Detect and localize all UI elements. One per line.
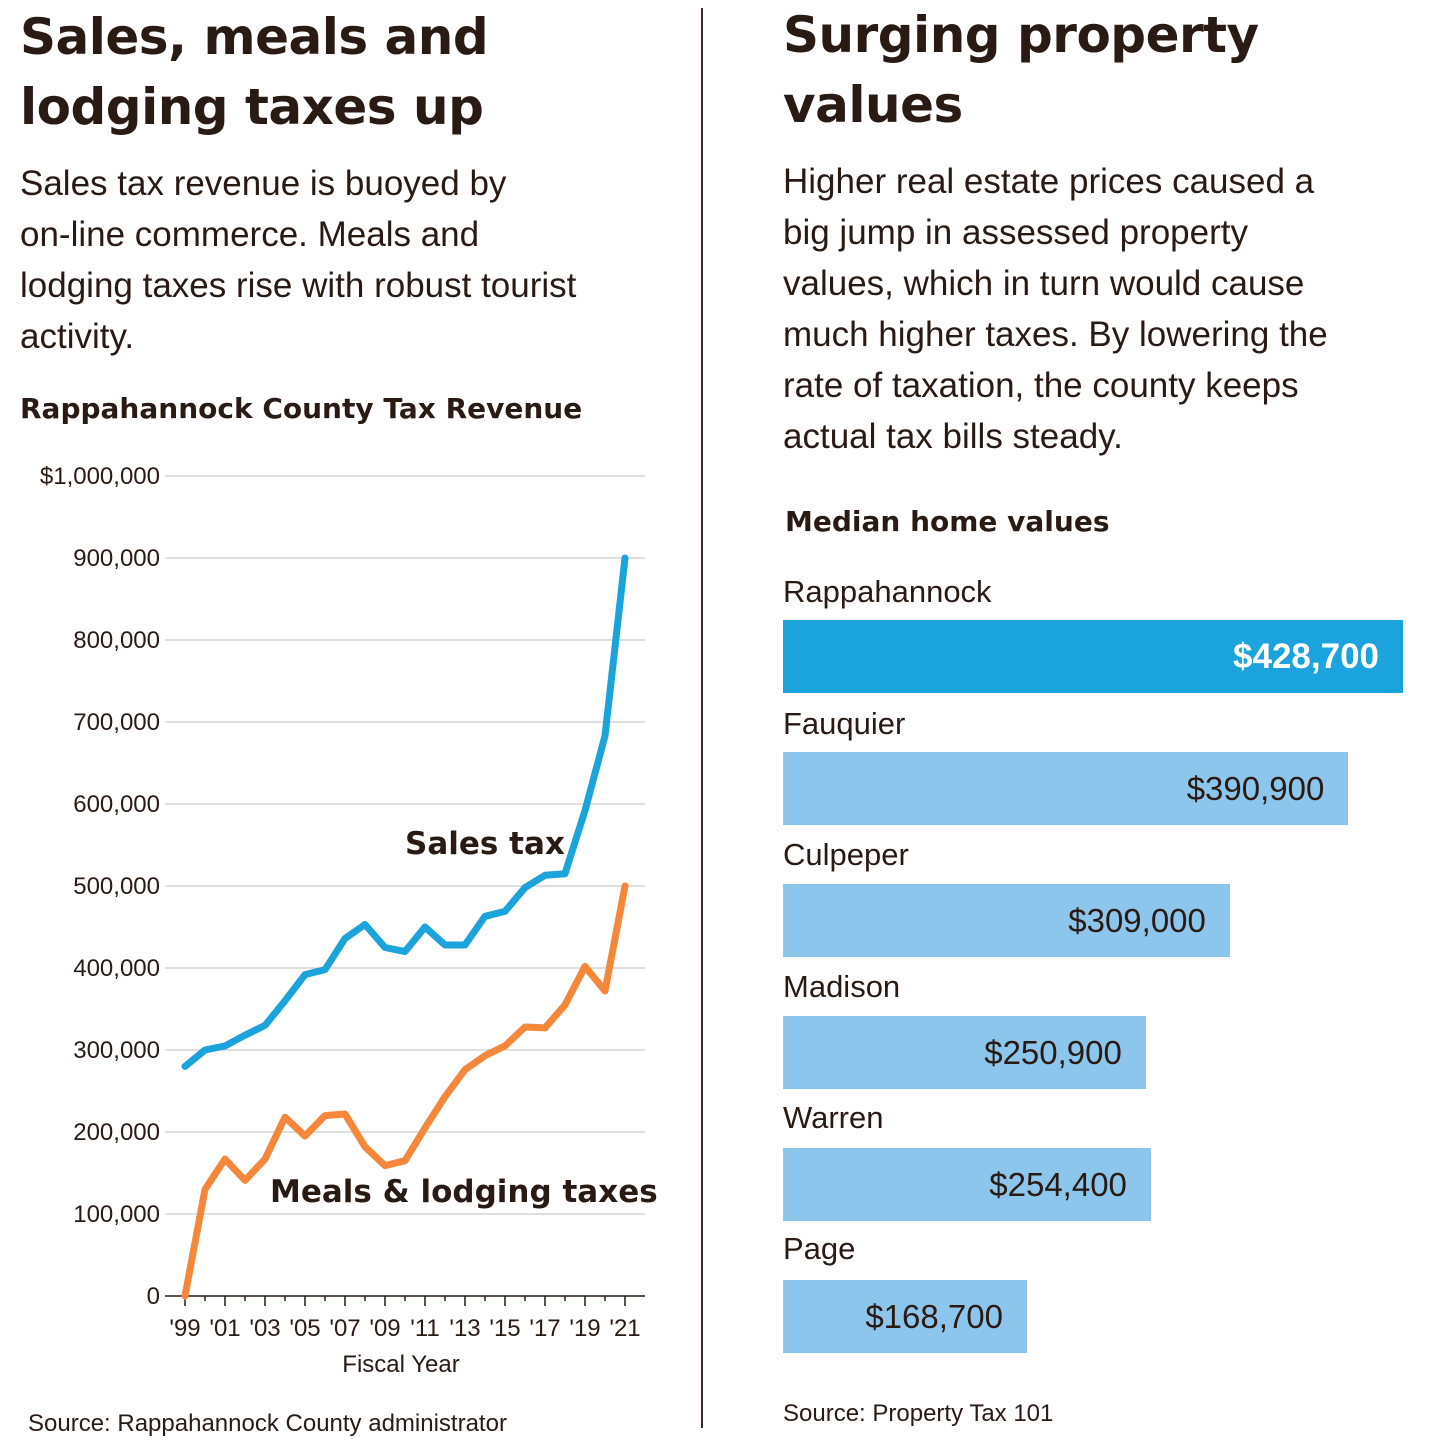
bar-value-label: $428,700: [1233, 636, 1379, 676]
bar-category-label: Madison: [783, 969, 901, 1004]
left-dek-line-4: activity.: [20, 317, 135, 356]
right-dek-line-5: rate of taxation, the county keeps: [783, 366, 1299, 405]
bar-page: $168,700: [783, 1280, 1027, 1353]
bar-row-warren: Warren: [783, 1100, 883, 1136]
right-source: Source: Property Tax 101: [783, 1400, 1054, 1427]
series-label-sales-tax: Sales tax: [405, 826, 565, 862]
bar-chart: Rappahannock $428,700 Fauquier $390,900 …: [783, 574, 1423, 1374]
bar-category-label: Warren: [783, 1100, 884, 1135]
y-tick-label: 800,000: [73, 627, 160, 654]
right-dek-line-3: values, which in turn would cause: [783, 264, 1305, 303]
x-tick-label: '21: [609, 1315, 640, 1342]
bar-category-label: Page: [783, 1231, 856, 1266]
bar-madison: $250,900: [783, 1016, 1146, 1089]
x-tick-label: '07: [329, 1315, 360, 1342]
bar-category-label: Fauquier: [783, 706, 906, 741]
x-axis-label: Fiscal Year: [342, 1351, 459, 1378]
right-dek-line-6: actual tax bills steady.: [783, 417, 1123, 456]
series-label-meals-lodging: Meals & lodging taxes: [270, 1174, 658, 1210]
bar-rappahannock: $428,700: [783, 620, 1403, 693]
x-tick-label: '17: [529, 1315, 560, 1342]
left-headline-line-1: Sales, meals and: [20, 8, 489, 66]
x-tick-label: '15: [489, 1315, 520, 1342]
sales-tax-line: [181, 554, 629, 1070]
right-dek-line-4: much higher taxes. By lowering the: [783, 315, 1328, 354]
right-headline: Surging property values: [783, 0, 1423, 140]
meals-lodging-line: [181, 882, 629, 1300]
y-tick-label: 400,000: [73, 955, 160, 982]
bar-culpeper: $309,000: [783, 884, 1230, 957]
y-tick-label: 200,000: [73, 1119, 160, 1146]
left-source: Source: Rappahannock County administrato…: [28, 1410, 507, 1437]
bar-value-label: $309,000: [1068, 901, 1206, 939]
y-tick-label: 900,000: [73, 545, 160, 572]
chart-gridlines: [165, 475, 645, 1215]
x-tick-label: '09: [369, 1315, 400, 1342]
left-headline-line-2: lodging taxes up: [20, 78, 484, 136]
bar-category-label: Rappahannock: [783, 574, 992, 609]
x-tick-label: '13: [449, 1315, 480, 1342]
x-tick-label: '03: [249, 1315, 280, 1342]
column-divider: [701, 8, 703, 1428]
y-tick-label: 300,000: [73, 1037, 160, 1064]
bar-row-madison: Madison: [783, 969, 900, 1005]
bar-value-label: $390,900: [1186, 769, 1325, 807]
right-dek-line-1: Higher real estate prices caused a: [783, 162, 1315, 201]
y-tick-label: 700,000: [73, 709, 160, 736]
y-tick-label: 500,000: [73, 873, 160, 900]
left-dek-line-3: lodging taxes rise with robust tourist: [20, 266, 577, 305]
bar-warren: $254,400: [783, 1148, 1151, 1221]
y-axis-ticks: 0 100,000 200,000 300,000 400,000 500,000 600,…: [40, 463, 160, 1310]
bar-fauquier: $390,900: [783, 752, 1349, 825]
bar-row-fauquier: Fauquier: [783, 706, 905, 742]
chart-series: [181, 554, 629, 1300]
left-dek-line-2: on-line commerce. Meals and: [20, 215, 480, 254]
left-dek-line-1: Sales tax revenue is buoyed by: [20, 164, 507, 203]
x-tick-label: '99: [169, 1315, 200, 1342]
bar-row-page: Page: [783, 1231, 855, 1267]
bar-row-culpeper: Culpeper: [783, 837, 909, 873]
left-headline: Sales, meals and lodging taxes up: [20, 2, 690, 142]
right-headline-line-2: values: [783, 76, 963, 134]
right-dek-line-2: big jump in assessed property: [783, 213, 1248, 252]
right-dek: Higher real estate prices caused a big j…: [783, 156, 1423, 462]
left-dek: Sales tax revenue is buoyed by on-line c…: [20, 158, 700, 362]
x-axis: '99 '01 '03 '05 '07 '09 '11 '13 '15 '17 '19 '21: [165, 1295, 645, 1342]
bar-chart-title: Median home values: [785, 505, 1110, 538]
right-headline-line-1: Surging property: [783, 6, 1259, 64]
y-tick-label: 100,000: [73, 1201, 160, 1228]
bar-value-label: $254,400: [989, 1165, 1127, 1203]
y-tick-label: 0: [147, 1283, 160, 1310]
line-chart-title: Rappahannock County Tax Revenue: [20, 392, 583, 425]
y-tick-label: $1,000,000: [40, 463, 160, 490]
x-tick-label: '11: [410, 1315, 440, 1342]
bar-value-label: $168,700: [865, 1297, 1003, 1335]
y-tick-label: 600,000: [73, 791, 160, 818]
bar-row-rappahannock: Rappahannock: [783, 574, 992, 610]
x-tick-label: '19: [569, 1315, 600, 1342]
bar-category-label: Culpeper: [783, 837, 909, 872]
line-chart: 0 100,000 200,000 300,000 400,000 500,000 600,…: [40, 463, 658, 1378]
bar-value-label: $250,900: [984, 1033, 1122, 1071]
x-tick-label: '01: [209, 1315, 240, 1342]
x-tick-label: '05: [289, 1315, 320, 1342]
